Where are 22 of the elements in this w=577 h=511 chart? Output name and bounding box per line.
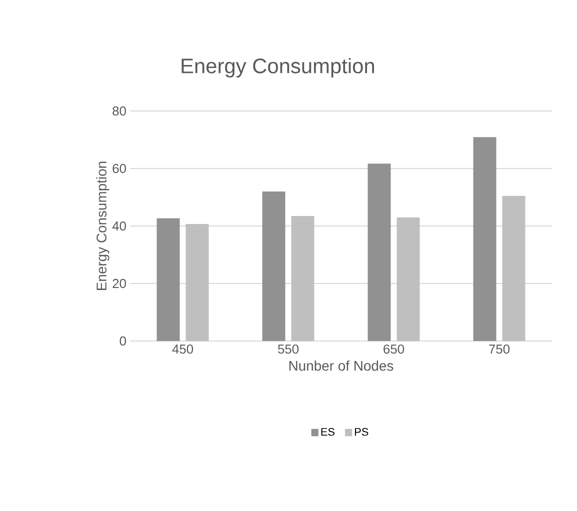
bar: [156, 218, 180, 341]
x-tick-label: 550: [278, 344, 299, 354]
bar: [502, 196, 526, 341]
x-tick-label: 750: [489, 344, 510, 354]
y-axis-title: Energy Consumption: [96, 162, 110, 290]
bar: [368, 164, 391, 341]
bar: [186, 224, 209, 341]
y-tick-label: 60: [112, 164, 126, 174]
x-tick-label: 450: [172, 344, 194, 354]
y-tick-label: 40: [112, 221, 126, 231]
bar: [473, 137, 496, 341]
x-axis-title: Nunber of Nodes: [289, 360, 394, 371]
y-tick-label: 80: [112, 106, 126, 116]
chart-title: Energy Consumption: [182, 58, 374, 78]
bar: [291, 216, 314, 341]
bar: [396, 217, 420, 341]
x-tick-label: 650: [384, 344, 404, 354]
y-tick-label: 20: [112, 278, 126, 288]
legend-label: ES: [321, 428, 334, 436]
bar: [262, 192, 286, 341]
y-tick-label: 0: [120, 336, 126, 346]
legend-label: PS: [354, 428, 368, 436]
